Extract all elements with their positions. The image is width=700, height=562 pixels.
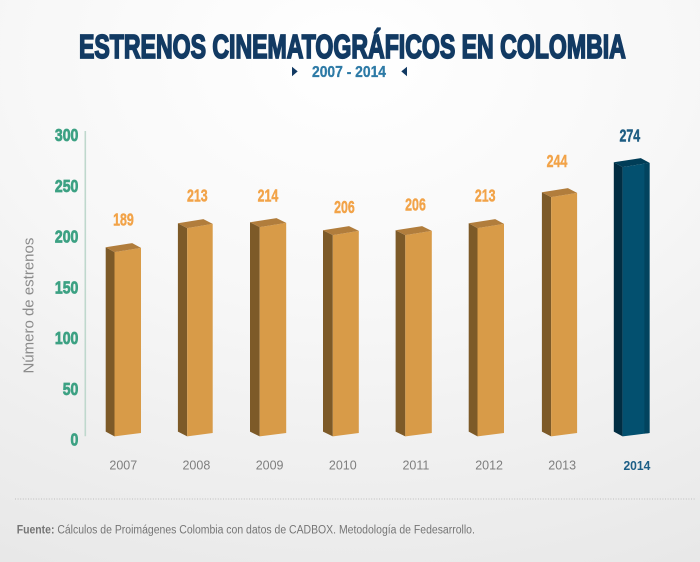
- svg-text:214: 214: [258, 187, 279, 207]
- svg-text:2013: 2013: [548, 459, 576, 473]
- svg-text:2007 - 2014: 2007 - 2014: [312, 64, 387, 81]
- svg-text:206: 206: [405, 196, 426, 216]
- svg-text:2014: 2014: [623, 457, 650, 473]
- svg-text:213: 213: [187, 187, 208, 207]
- svg-text:2007: 2007: [109, 459, 137, 473]
- svg-text:189: 189: [113, 211, 134, 231]
- svg-text:150: 150: [55, 278, 78, 298]
- svg-text:200: 200: [55, 227, 78, 247]
- svg-text:ESTRENOS CINEMATOGRÁFICOS EN C: ESTRENOS CINEMATOGRÁFICOS EN COLOMBIA: [79, 29, 626, 66]
- svg-text:50: 50: [63, 379, 79, 399]
- svg-text:244: 244: [547, 152, 568, 172]
- svg-text:2011: 2011: [402, 459, 429, 473]
- svg-text:Fuente: Cálculos de Proimágene: Fuente: Cálculos de Proimágenes Colombia…: [17, 524, 475, 537]
- svg-text:0: 0: [70, 430, 78, 450]
- svg-text:2008: 2008: [182, 459, 210, 473]
- svg-text:Número de estrenos: Número de estrenos: [21, 238, 38, 374]
- svg-text:206: 206: [334, 198, 355, 218]
- svg-text:300: 300: [55, 125, 78, 145]
- svg-text:274: 274: [619, 126, 640, 146]
- svg-text:250: 250: [55, 176, 78, 196]
- svg-text:100: 100: [55, 329, 78, 349]
- svg-text:2010: 2010: [329, 459, 357, 473]
- svg-text:2012: 2012: [475, 459, 503, 473]
- svg-text:213: 213: [475, 187, 496, 207]
- svg-text:2009: 2009: [256, 459, 284, 473]
